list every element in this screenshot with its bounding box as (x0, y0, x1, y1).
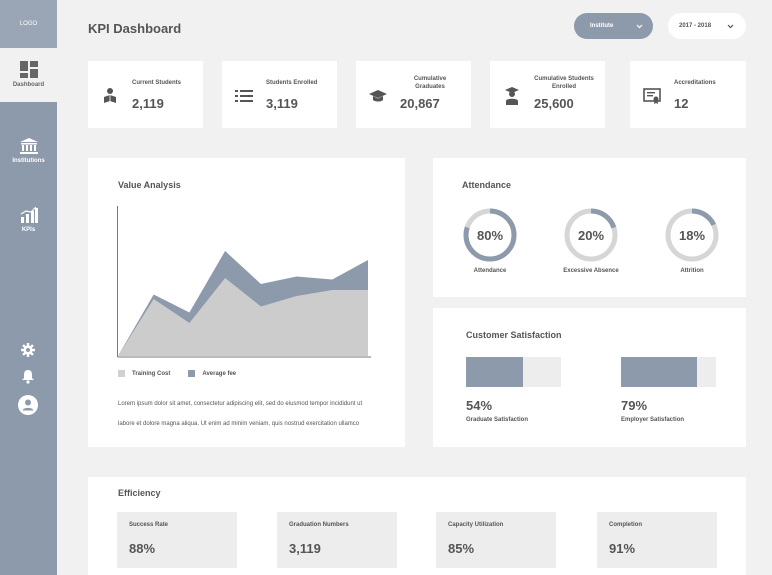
profile-button[interactable] (18, 395, 38, 415)
ring-value: 20% (577, 227, 605, 243)
sidebar: LOGO Dashboard Institutions (0, 0, 57, 575)
metric-value: 85% (448, 541, 475, 556)
settings-button[interactable] (18, 340, 38, 360)
page-title: KPI Dashboard (88, 21, 182, 36)
metric-label: Capacity Utilization (448, 522, 504, 528)
ring-progress-arc (564, 208, 618, 262)
legend-swatch-training-cost (118, 370, 125, 377)
kpi-label: Students Enrolled (266, 80, 318, 86)
satisfaction-label: Employer Satisfaction (621, 417, 685, 423)
kpi-value: 20,867 (400, 96, 440, 111)
dashboard-icon (19, 61, 38, 78)
graduate-person-icon (503, 87, 521, 105)
satisfaction-value: 79% (621, 398, 648, 413)
student-reading-icon (101, 87, 119, 105)
ring-value: 18% (678, 227, 706, 243)
metric-label: Success Rate (129, 522, 169, 528)
section-title: Value Analysis (118, 180, 181, 190)
donut-ring (463, 208, 517, 262)
certificate-icon (643, 87, 661, 105)
bar-fill (466, 357, 523, 387)
section-title: Efficiency (118, 488, 161, 498)
customer-satisfaction-card: Customer Satisfaction 54% Graduate Satis… (433, 308, 746, 447)
sidebar-item-institutions[interactable]: Institutions (0, 138, 57, 164)
graduation-cap-icon (369, 87, 387, 105)
area-training-cost (118, 278, 368, 356)
ring-label: Excessive Absence (563, 268, 619, 274)
sidebar-item-label: Dashboard (12, 82, 45, 88)
description-line: labore et dolore magna aliqua. Ut enim a… (118, 421, 360, 427)
bell-icon (22, 369, 34, 384)
sidebar-item-label: KPIs (21, 227, 36, 233)
kpi-label: Cumulative Graduates (413, 76, 447, 90)
sidebar-item-kpis[interactable]: KPIs (0, 207, 57, 233)
institution-icon (19, 138, 38, 154)
sidebar-item-label: Institutions (12, 158, 45, 164)
ring-progress-arc (463, 208, 517, 262)
value-analysis-chart (117, 206, 371, 358)
value-analysis-card: Value Analysis Training Cost Average fee… (88, 158, 405, 447)
kpi-value: 3,119 (266, 96, 298, 111)
kpi-value: 25,600 (534, 96, 574, 111)
kpi-card-accreditations[interactable]: Accreditations 12 (630, 61, 746, 128)
ring-value: 80% (476, 227, 504, 243)
efficiency-metric-capacity-utilization[interactable]: Capacity Utilization 85% (436, 512, 556, 568)
ring-label: Attendance (473, 268, 507, 274)
sidebar-item-dashboard[interactable]: Dashboard (0, 48, 57, 102)
metric-label: Graduation Numbers (289, 522, 349, 528)
metric-value: 91% (609, 541, 636, 556)
employer-satisfaction-bar (621, 357, 716, 387)
year-dropdown[interactable]: 2017 - 2018 (668, 13, 746, 39)
kpi-value: 12 (674, 96, 689, 111)
satisfaction-value: 54% (466, 398, 493, 413)
metric-value: 88% (129, 541, 156, 556)
bar-chart-icon (20, 207, 38, 223)
description-line: Lorem ipsum dolor sit amet, consectetur … (118, 401, 363, 407)
user-icon (18, 395, 38, 415)
efficiency-metric-success-rate[interactable]: Success Rate 88% (117, 512, 237, 568)
gear-icon (21, 343, 35, 357)
chevron-down-icon (636, 24, 643, 28)
efficiency-metric-graduation-numbers[interactable]: Graduation Numbers 3,119 (277, 512, 397, 568)
bar-fill (621, 357, 697, 387)
efficiency-metric-completion[interactable]: Completion 91% (597, 512, 717, 568)
satisfaction-label: Graduate Satisfaction (466, 417, 529, 423)
attrition-ring: 18% (665, 208, 719, 262)
year-label: 2017 - 2018 (679, 23, 712, 29)
institute-dropdown[interactable]: Institute (574, 13, 653, 39)
ring-progress-arc (665, 208, 719, 262)
kpi-label: Accreditations (674, 80, 716, 86)
kpi-card-students-enrolled[interactable]: Students Enrolled 3,119 (222, 61, 337, 128)
donut-ring (665, 208, 719, 262)
attendance-card: Attendance 80% Attendance 20% Excessive … (433, 158, 746, 297)
ring-label: Attrition (680, 268, 704, 274)
excessive-absence-ring: 20% (564, 208, 618, 262)
kpi-label: Cumulative Students Enrolled (534, 76, 594, 90)
donut-ring (564, 208, 618, 262)
chevron-down-icon (727, 24, 734, 28)
section-title: Attendance (462, 180, 512, 190)
logo: LOGO (0, 0, 57, 48)
efficiency-card: Efficiency Success Rate 88% Graduation N… (88, 477, 746, 575)
legend-label: Average fee (202, 370, 237, 377)
kpi-value: 2,119 (132, 96, 164, 111)
kpi-card-cumulative-students-enrolled[interactable]: Cumulative Students Enrolled 25,600 (490, 61, 605, 128)
graduate-satisfaction-bar (466, 357, 561, 387)
chart-legend: Training Cost Average fee (118, 370, 236, 377)
kpi-card-current-students[interactable]: Current Students 2,119 (88, 61, 203, 128)
list-icon (235, 87, 253, 105)
institute-label: Institute (590, 23, 614, 29)
kpi-card-cumulative-graduates[interactable]: Cumulative Graduates 20,867 (356, 61, 471, 128)
section-title: Customer Satisfaction (466, 330, 562, 340)
legend-swatch-average-fee (188, 370, 196, 377)
notifications-button[interactable] (18, 366, 38, 386)
metric-label: Completion (609, 522, 642, 528)
attendance-ring: 80% (463, 208, 517, 262)
kpi-label: Current Students (132, 80, 182, 86)
legend-label: Training Cost (132, 370, 171, 377)
metric-value: 3,119 (289, 541, 321, 556)
